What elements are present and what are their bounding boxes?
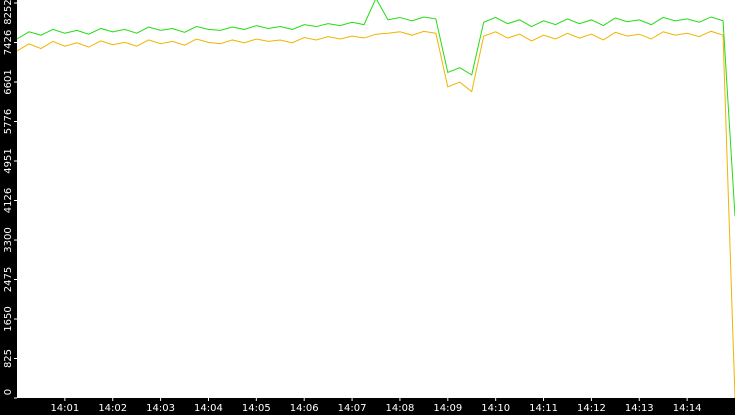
x-tick-label: 14:09 <box>433 403 462 414</box>
y-tick-label: 8252 <box>3 0 14 25</box>
y-tick-label: 4126 <box>3 188 14 213</box>
x-tick-label: 14:03 <box>146 403 175 414</box>
y-tick-label: 0 <box>3 389 14 395</box>
x-tick-label: 14:14 <box>673 403 702 414</box>
x-tick-label: 14:05 <box>242 403 271 414</box>
x-tick-label: 14:12 <box>577 403 606 414</box>
y-tick-label: 825 <box>3 349 14 368</box>
x-tick-label: 14:11 <box>529 403 558 414</box>
x-tick-label: 14:08 <box>386 403 415 414</box>
x-tick-label: 14:04 <box>194 403 223 414</box>
series-line <box>16 30 735 399</box>
x-tick-label: 14:01 <box>50 403 79 414</box>
x-tick-label: 14:06 <box>290 403 319 414</box>
y-tick-label: 4951 <box>3 148 14 173</box>
y-tick-label: 6601 <box>3 69 14 94</box>
x-tick-label: 14:02 <box>98 403 127 414</box>
y-tick-label: 3300 <box>3 227 14 252</box>
x-tick-label: 14:07 <box>338 403 367 414</box>
y-tick-label: 1650 <box>3 306 14 331</box>
y-tick-label: 5776 <box>3 109 14 134</box>
y-tick-label: 7426 <box>3 30 14 55</box>
x-tick-label: 14:10 <box>481 403 510 414</box>
plot-area <box>17 0 735 398</box>
x-tick-label: 14:13 <box>625 403 654 414</box>
y-tick-label: 2475 <box>3 267 14 292</box>
series-line <box>16 0 735 217</box>
